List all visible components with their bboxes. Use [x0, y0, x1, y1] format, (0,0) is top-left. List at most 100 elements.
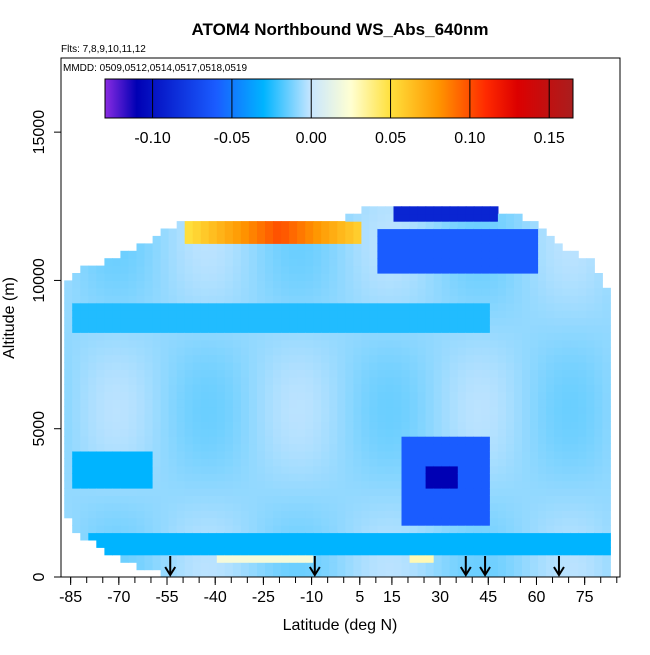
heatmap-cell: [96, 265, 105, 274]
heatmap-cell: [321, 517, 330, 526]
heatmap-cell: [497, 391, 507, 400]
heatmap-cell: [168, 362, 178, 370]
heatmap-cell: [297, 235, 306, 244]
heatmap-cell: [248, 436, 258, 445]
heatmap-cell: [369, 473, 378, 482]
heatmap-cell: [297, 369, 306, 378]
heatmap-cell: [554, 347, 563, 356]
heatmap-cell: [152, 362, 162, 370]
heatmap-cell: [594, 488, 603, 496]
heatmap-cell: [184, 569, 194, 577]
heatmap-cell: [136, 376, 146, 385]
heatmap-cell: [417, 287, 427, 296]
heatmap-cell: [257, 384, 266, 393]
heatmap-cell: [522, 458, 531, 467]
heatmap-cell: [265, 510, 274, 519]
heatmap-cell: [289, 273, 298, 281]
heatmap-cell: [514, 347, 523, 356]
heatmap-cell: [465, 510, 475, 519]
heatmap-cell: [594, 480, 603, 489]
heatmap-cell: [176, 451, 186, 459]
heatmap-cell: [546, 547, 555, 556]
heatmap-cell: [489, 310, 499, 319]
heatmap-cell: [104, 362, 113, 370]
heatmap-cell: [369, 213, 378, 222]
heatmap-cell: [337, 473, 346, 482]
heatmap-cell: [240, 347, 250, 356]
heatmap-cell: [538, 332, 547, 341]
heatmap-cell: [401, 510, 411, 519]
heatmap-cell: [538, 413, 547, 422]
heatmap-cell: [578, 436, 587, 445]
heatmap-cell: [257, 362, 266, 370]
heatmap-cell: [128, 384, 138, 393]
heatmap-cell: [425, 280, 435, 289]
heatmap-cell: [297, 310, 306, 319]
heatmap-cell: [297, 265, 306, 274]
heatmap-cell: [578, 562, 587, 571]
heatmap-cell: [144, 302, 154, 311]
heatmap-cell: [522, 324, 531, 333]
heatmap-cell: [208, 265, 218, 274]
heatmap-cell: [554, 539, 563, 548]
heatmap-cell: [433, 517, 443, 526]
heatmap-cell: [176, 480, 186, 489]
heatmap-cell: [441, 406, 451, 415]
heatmap-cell: [72, 406, 81, 415]
heatmap-cell: [305, 302, 314, 311]
heatmap-cell: [369, 221, 378, 230]
heatmap-cell: [449, 428, 459, 437]
heatmap-cell: [192, 339, 202, 348]
heatmap-cell: [345, 273, 354, 281]
heatmap-cell: [578, 339, 587, 348]
heatmap-cell: [208, 347, 218, 356]
heatmap-cell: [562, 547, 571, 556]
heatmap-cell: [562, 324, 571, 333]
heatmap-cell: [433, 443, 443, 452]
heatmap-cell: [297, 332, 306, 341]
heatmap-cell: [248, 532, 258, 541]
heatmap-cell: [393, 302, 403, 311]
heatmap-cell: [538, 502, 547, 511]
heatmap-cell: [602, 502, 611, 511]
heatmap-cell: [393, 273, 403, 281]
heatmap-cell: [401, 369, 411, 378]
heatmap-cell: [313, 406, 322, 415]
heatmap-cell: [112, 295, 121, 304]
heatmap-cell: [393, 243, 403, 252]
heatmap-cell: [321, 562, 330, 571]
heatmap-cell: [457, 458, 467, 467]
heatmap-cell: [385, 280, 395, 289]
heatmap-cell: [257, 310, 266, 319]
heatmap-cell: [377, 436, 386, 445]
heatmap-cell: [168, 428, 178, 437]
heatmap-cell: [200, 525, 210, 534]
heatmap-cell: [554, 436, 563, 445]
heatmap-cell: [88, 406, 97, 415]
heatmap-cell: [128, 473, 138, 482]
heatmap-cell: [514, 421, 523, 430]
heatmap-cell: [473, 295, 483, 304]
heatmap-cell: [546, 554, 555, 563]
heatmap-cell: [200, 569, 210, 577]
heatmap-cell: [425, 502, 435, 511]
heatmap-cell: [449, 250, 459, 259]
heatmap-cell: [80, 510, 89, 519]
heatmap-cell: [152, 539, 162, 548]
heatmap-cell: [377, 287, 386, 296]
heatmap-cell: [240, 295, 250, 304]
heatmap-cell: [377, 324, 386, 333]
heatmap-cell: [120, 287, 129, 296]
heatmap-cell: [401, 465, 411, 474]
heatmap-cell: [393, 436, 403, 445]
heatmap-cell: [465, 206, 475, 215]
heatmap-cell: [240, 376, 250, 385]
heatmap-cell: [425, 554, 435, 563]
heatmap-cell: [176, 243, 186, 252]
heatmap-cell: [240, 302, 250, 311]
heatmap-cell: [168, 273, 178, 281]
heatmap-cell: [265, 458, 274, 467]
heatmap-cell: [441, 310, 451, 319]
heatmap-cell: [506, 399, 515, 408]
heatmap-cell: [200, 221, 210, 230]
